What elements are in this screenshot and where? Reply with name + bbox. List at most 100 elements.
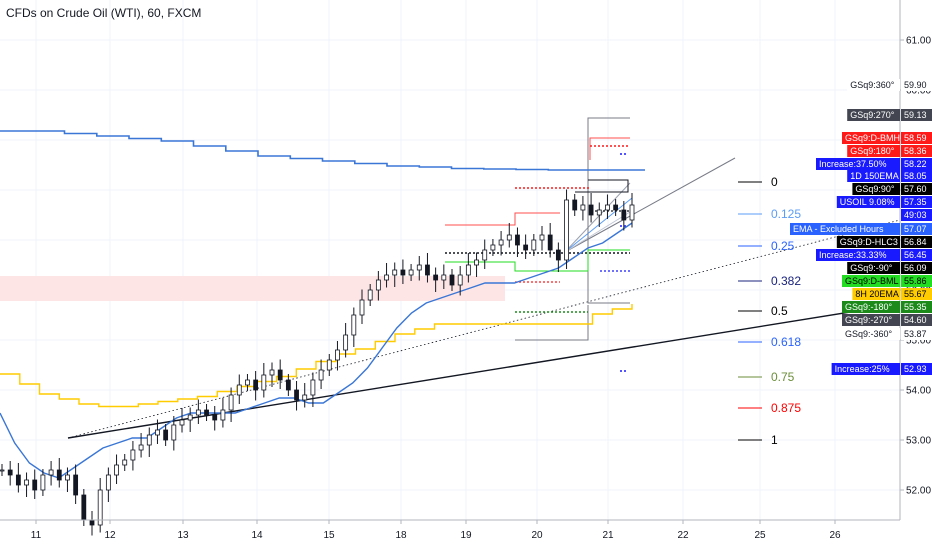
price-level-name: GSq9:-90° bbox=[850, 263, 893, 273]
gann-box-edge bbox=[587, 117, 630, 250]
fib-level-label: 0 bbox=[771, 175, 778, 189]
candle bbox=[613, 199, 619, 216]
price-level-value: 55.35 bbox=[904, 302, 927, 312]
candle bbox=[588, 193, 594, 223]
x-tick-label: 22 bbox=[677, 530, 689, 541]
price-level-name-box bbox=[852, 288, 900, 300]
x-tick-label: 21 bbox=[602, 530, 614, 541]
price-level-value: 55.67 bbox=[904, 289, 927, 299]
candle-body bbox=[400, 269, 406, 276]
price-level-name-box bbox=[816, 158, 900, 170]
price-level-value-box bbox=[901, 209, 932, 221]
fib-level: 0.25 bbox=[738, 239, 795, 253]
price-level: 58.36 GSq9:180° bbox=[847, 145, 932, 157]
price-level: 56.45 Increase:33.33% bbox=[816, 249, 932, 261]
candle bbox=[105, 467, 111, 502]
candle-body bbox=[498, 239, 504, 246]
price-level: 52.93 Increase:25% bbox=[831, 363, 932, 375]
candle bbox=[596, 202, 602, 227]
price-level-name-box bbox=[842, 132, 900, 144]
price-level-name-box bbox=[816, 249, 900, 261]
candle bbox=[580, 196, 586, 221]
price-level-name-box bbox=[790, 223, 900, 235]
price-level-name: GSq9:270° bbox=[850, 110, 895, 120]
price-level-value-box bbox=[901, 196, 932, 208]
price-level: 53.87 GSq9:-360° bbox=[842, 328, 932, 340]
candle-body bbox=[572, 199, 578, 211]
candle-body bbox=[425, 264, 430, 276]
candle bbox=[261, 363, 267, 398]
price-level-name-box bbox=[847, 109, 900, 121]
candle bbox=[416, 256, 422, 281]
candle-body bbox=[621, 209, 627, 221]
fib-level-label: 0.25 bbox=[771, 239, 795, 253]
candle bbox=[65, 467, 70, 492]
fib-level-label: 0.125 bbox=[771, 207, 801, 221]
candle-body bbox=[163, 429, 169, 441]
price-level-name-box bbox=[847, 170, 900, 182]
price-level-value: 58.22 bbox=[904, 159, 927, 169]
fib-level: 0.875 bbox=[738, 401, 801, 415]
candle bbox=[465, 253, 471, 283]
fib-level-label: 0.382 bbox=[771, 274, 801, 288]
fib-level-label: 0.75 bbox=[771, 370, 795, 384]
candle-body bbox=[15, 474, 21, 486]
price-level-value-box bbox=[901, 363, 932, 375]
price-level-value: 56.84 bbox=[904, 237, 927, 247]
price-level: 58.59 GSq9:D-BMH bbox=[842, 132, 932, 144]
price-level-name: USOIL 9.08% bbox=[840, 197, 895, 207]
candle-body bbox=[408, 269, 414, 276]
price-level-value: 56.45 bbox=[904, 250, 927, 260]
price-level-value: 53.87 bbox=[904, 329, 927, 339]
price-level-value-box bbox=[901, 183, 932, 195]
x-tick-label: 14 bbox=[251, 530, 263, 541]
x-tick-label: 25 bbox=[754, 530, 766, 541]
candle bbox=[228, 387, 234, 422]
candle bbox=[56, 458, 62, 488]
candle-body bbox=[32, 479, 38, 491]
candle-body bbox=[65, 474, 70, 481]
candle-body bbox=[465, 264, 471, 276]
price-level-value: 59.90 bbox=[904, 80, 927, 90]
price-level-name-box bbox=[842, 301, 900, 313]
ema-1d-150-line bbox=[0, 130, 645, 171]
price-level-value-box bbox=[901, 262, 932, 274]
candle-body bbox=[73, 474, 79, 496]
candle-body bbox=[318, 369, 324, 381]
candle-body bbox=[187, 414, 193, 421]
price-level-name: Increase:37.50% bbox=[819, 159, 887, 169]
candle-body bbox=[605, 204, 610, 211]
candle bbox=[367, 284, 373, 306]
candle bbox=[359, 289, 365, 324]
candle bbox=[498, 231, 504, 256]
price-level-value-box bbox=[901, 223, 932, 235]
candle bbox=[163, 424, 169, 446]
candle-body bbox=[351, 314, 357, 336]
fib-level: 0.75 bbox=[738, 370, 795, 384]
candle-body bbox=[441, 274, 447, 281]
price-level-name-box bbox=[836, 196, 900, 208]
candle-body bbox=[236, 384, 242, 396]
candle bbox=[400, 259, 406, 284]
y-tick-label: 55.00 bbox=[906, 336, 931, 347]
fib-level-label: 0.875 bbox=[771, 401, 801, 415]
candle-body bbox=[506, 234, 512, 241]
time-axis[interactable]: 11 12 13 14 15 18 19 20 21 22 25 26 bbox=[31, 520, 841, 541]
price-level-name-box bbox=[842, 328, 900, 340]
level-line bbox=[589, 137, 630, 160]
candle-body bbox=[335, 349, 340, 361]
candle-body bbox=[24, 479, 29, 486]
candle-body bbox=[97, 489, 103, 526]
candle-body bbox=[375, 279, 381, 291]
level-line bbox=[445, 212, 560, 226]
price-level-value-box bbox=[901, 170, 932, 182]
fib-level-label: 1 bbox=[771, 433, 778, 447]
candle-body bbox=[40, 474, 46, 491]
y-tick-label: 54.00 bbox=[906, 386, 931, 397]
candle bbox=[48, 461, 54, 486]
price-level: 56.09 GSq9:-90° bbox=[847, 262, 932, 274]
trend-line-dotted bbox=[67, 219, 901, 439]
candle bbox=[114, 454, 119, 484]
candle bbox=[97, 478, 103, 533]
price-level: 57.35 USOIL 9.08% bbox=[836, 196, 932, 208]
